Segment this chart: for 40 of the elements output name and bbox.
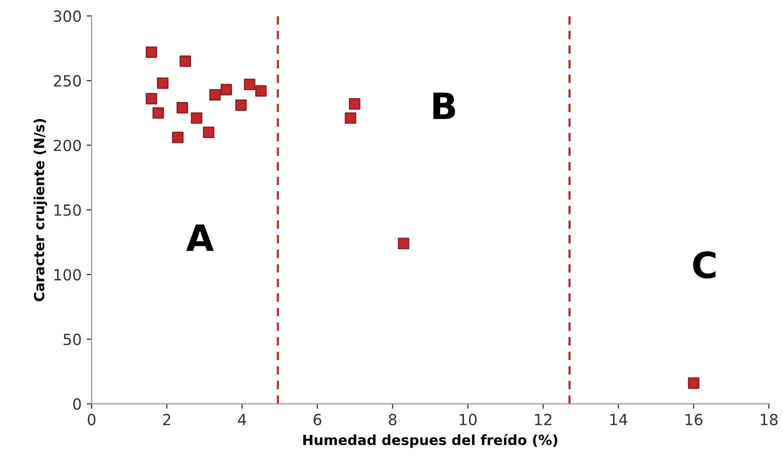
point [348, 98, 360, 110]
x-tick-label: 2 [163, 414, 170, 426]
point [235, 99, 247, 111]
point [255, 85, 267, 97]
point [172, 132, 184, 144]
x-tick-label: 14 [610, 414, 628, 426]
x-tick-label: 10 [460, 414, 477, 426]
y-axis-title: Caracter crujiente (N/s) [34, 119, 48, 302]
x-tick-label: 18 [760, 414, 778, 426]
x-tick-label: 0 [88, 414, 96, 426]
point [688, 377, 700, 389]
point [146, 46, 158, 58]
y-tick-label: 200 [54, 140, 81, 152]
point [152, 107, 164, 119]
annotation: C [693, 251, 716, 279]
x-tick-label: 16 [686, 414, 702, 426]
x-tick-label: 4 [238, 414, 246, 426]
y-tick-label: 250 [54, 75, 81, 87]
point [209, 89, 221, 101]
point [220, 84, 232, 96]
y-tick-label: 150 [54, 204, 81, 216]
point [180, 55, 192, 67]
point [244, 78, 256, 90]
point [344, 112, 356, 124]
x-tick-label: 6 [314, 414, 322, 426]
x-tick-label: 12 [535, 414, 552, 426]
point [157, 77, 168, 89]
x-tick-label: 8 [388, 414, 396, 426]
x-axis-title: Humedad despues del freído (%) [303, 434, 558, 448]
point [146, 92, 158, 104]
point [202, 126, 214, 138]
y-tick-label: 100 [54, 268, 81, 281]
y-tick-label: 50 [64, 334, 81, 346]
annotation: A [186, 224, 214, 251]
annotation: B [433, 92, 456, 119]
point [176, 102, 188, 114]
point [190, 112, 202, 124]
point [398, 238, 410, 250]
y-tick-label: 0 [73, 398, 81, 410]
y-tick-label: 300 [54, 10, 81, 22]
